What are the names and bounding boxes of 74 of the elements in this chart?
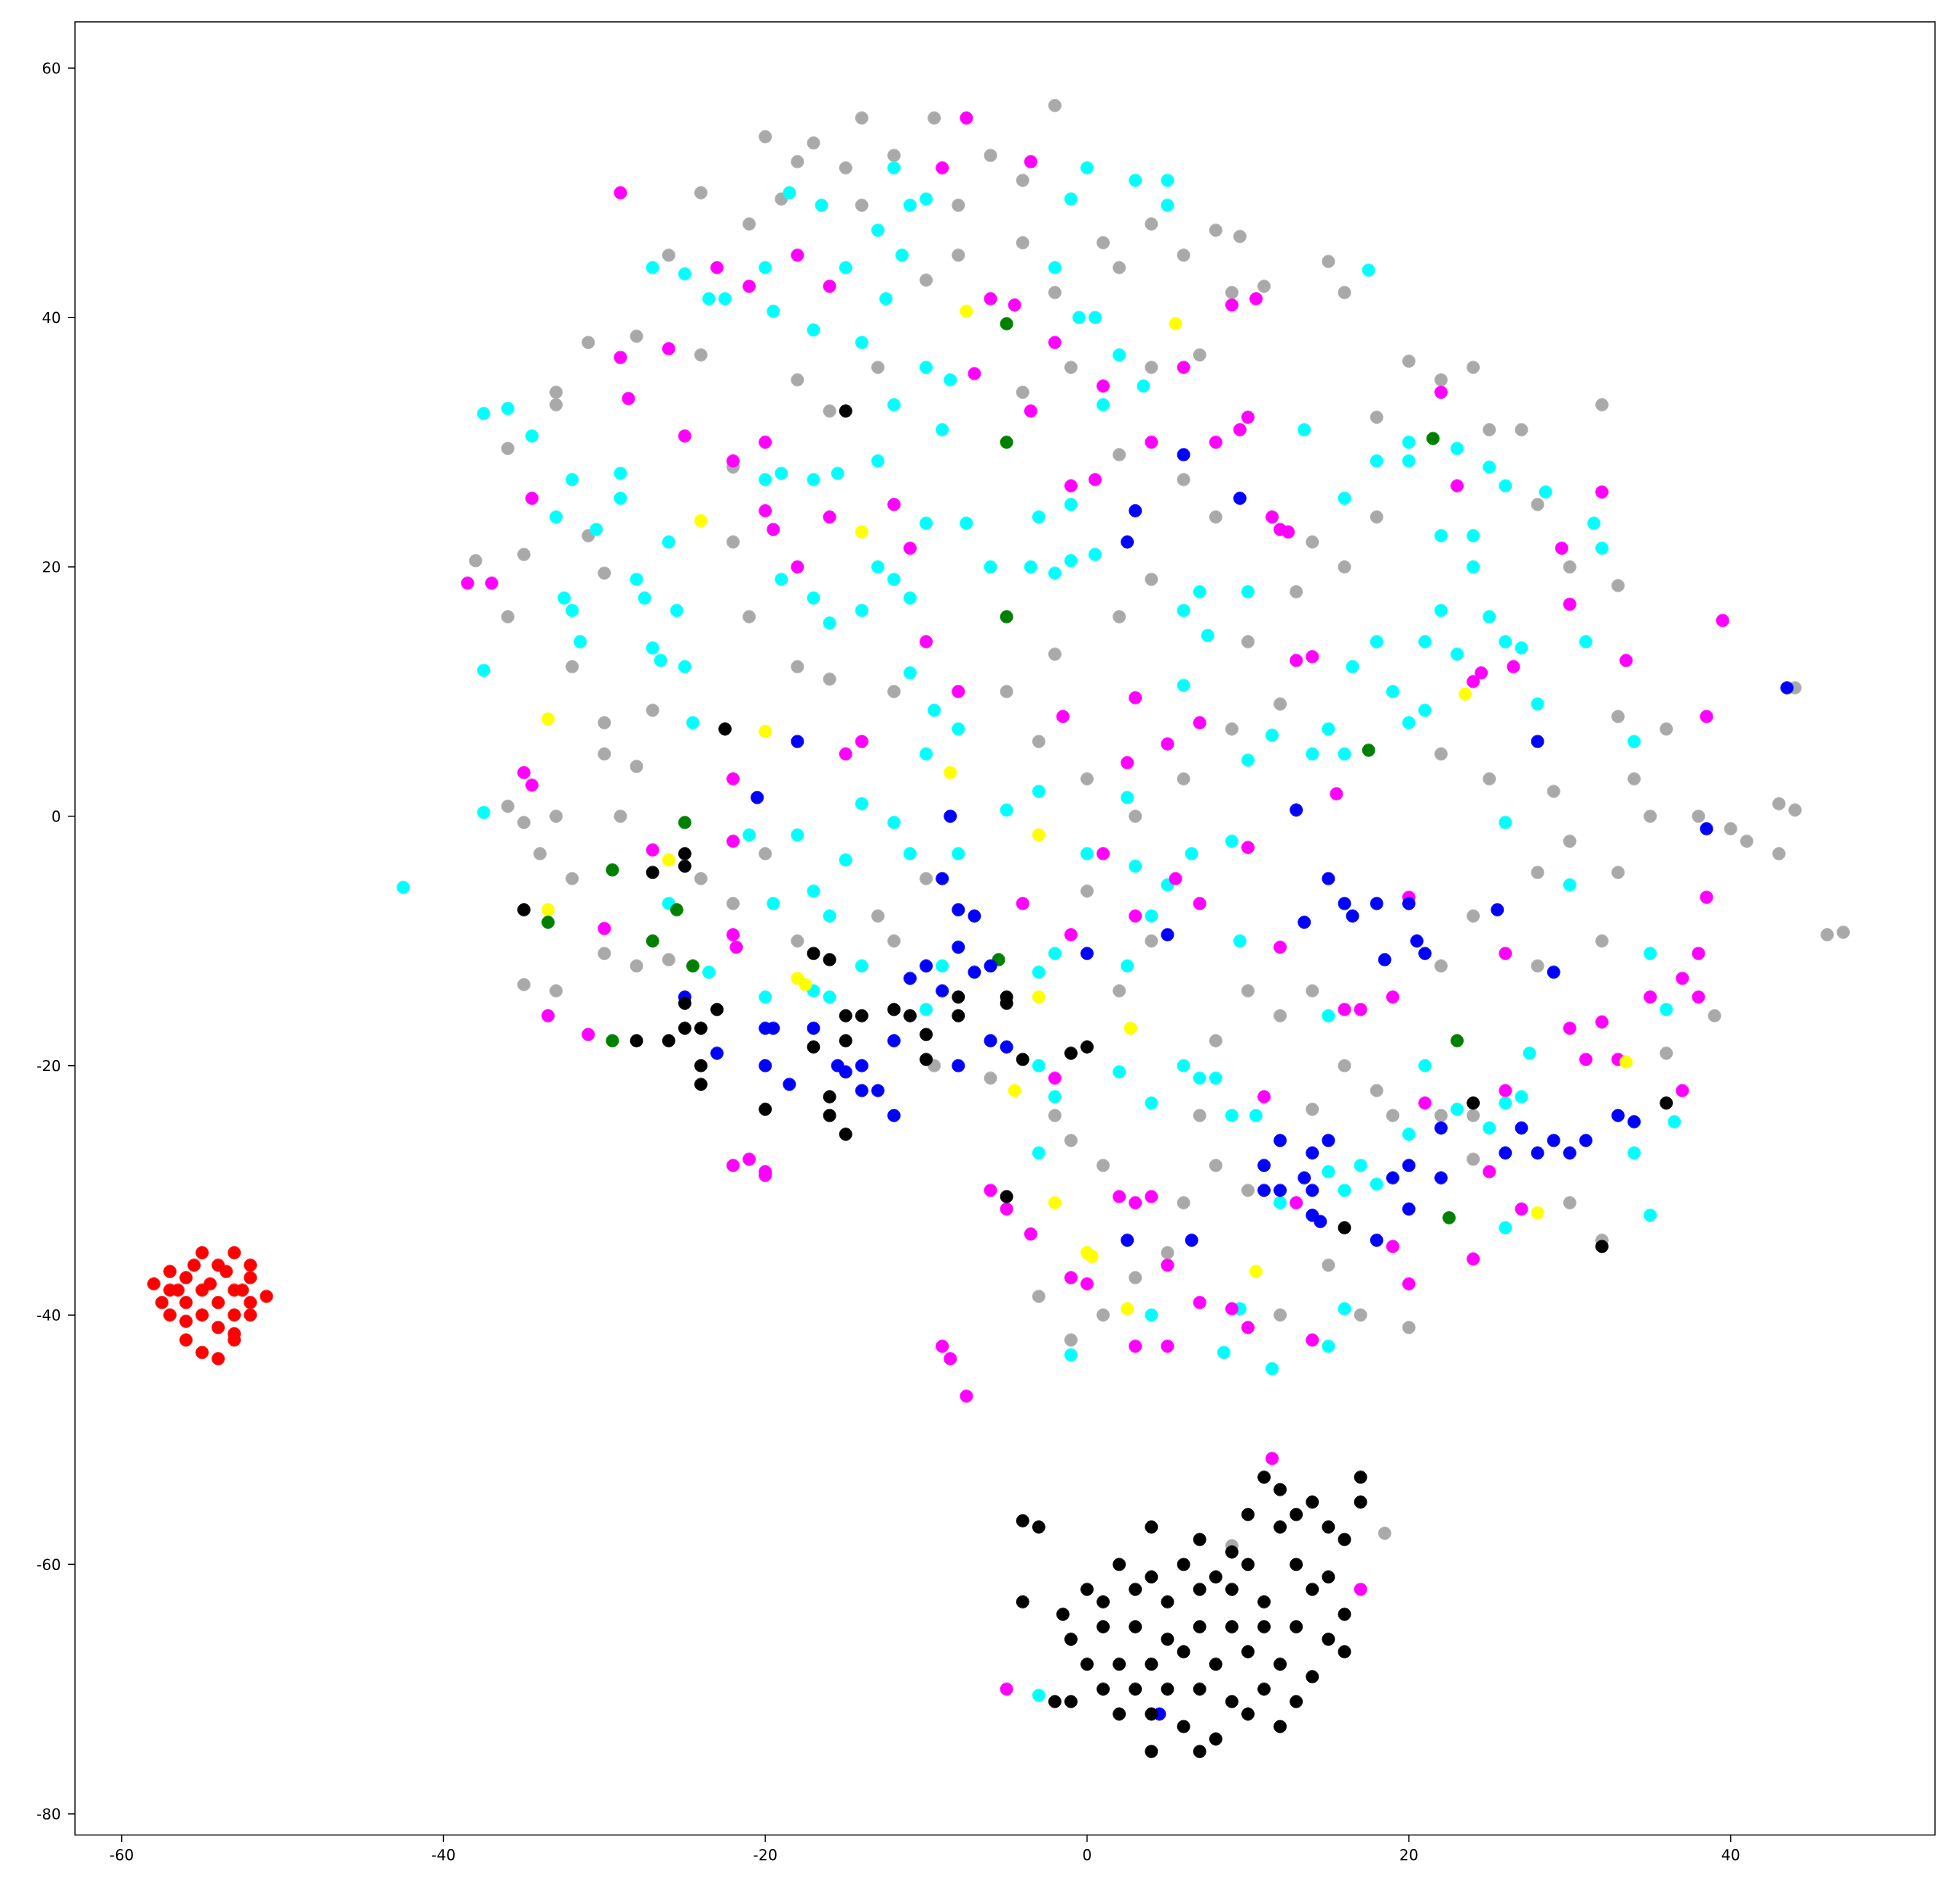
point [1085,1249,1099,1264]
x-tick-label: 0 [1083,1849,1091,1861]
point [541,915,555,929]
point [1008,1083,1022,1098]
point [943,766,957,780]
point [541,903,555,917]
point [243,1271,257,1285]
point [1000,435,1014,449]
point [798,978,813,992]
point [1120,1302,1134,1316]
point [694,514,708,528]
point [259,1289,274,1303]
point [1168,317,1183,331]
point [155,1295,169,1310]
point [1426,431,1440,446]
point [211,1295,225,1310]
point [195,1345,209,1360]
point [227,1246,241,1260]
y-tick-label: -80 [37,1808,60,1820]
point [243,1258,257,1272]
point [1450,1034,1464,1048]
point [179,1333,193,1347]
point [1530,1206,1545,1220]
point [1032,990,1046,1004]
y-tick-label: 60 [42,62,60,74]
y-tick-label: 0 [52,810,60,822]
point [1362,743,1376,757]
point [605,1034,620,1048]
point [179,1314,193,1328]
point [147,1277,161,1291]
point [646,934,660,948]
point [211,1352,225,1366]
point [1000,317,1014,331]
point [1619,1055,1633,1069]
point [219,1264,233,1278]
point [605,863,620,877]
y-tick-label: 40 [42,311,60,324]
point [678,815,692,830]
x-tick-label: 40 [1721,1849,1740,1861]
point [211,1320,225,1335]
point [959,304,973,318]
point [243,1295,257,1310]
point [670,903,684,917]
point [1249,1264,1263,1278]
point [171,1283,185,1297]
point [187,1258,201,1272]
point [541,712,555,726]
y-tick-label: -40 [37,1309,60,1321]
point [1123,1021,1138,1035]
point [227,1308,241,1322]
point [1442,1211,1456,1225]
point [179,1271,193,1285]
point [163,1308,177,1322]
y-tick-label: 20 [42,561,60,573]
point [179,1295,193,1310]
point [662,853,676,867]
x-tick-label: -60 [110,1849,133,1861]
point [203,1277,217,1291]
point [686,959,700,973]
point [163,1264,177,1278]
y-tick-label: -60 [37,1558,60,1571]
x-tick-label: 20 [1400,1849,1418,1861]
point [195,1246,209,1260]
point [1032,828,1046,842]
y-tick-label: -20 [37,1059,60,1072]
x-tick-label: -40 [431,1849,455,1861]
point [1048,1196,1062,1210]
point [243,1308,257,1322]
point [758,724,772,739]
point [1000,610,1014,624]
point [1458,687,1472,701]
point [195,1308,209,1322]
point [855,525,869,539]
x-tick-label: -20 [753,1849,777,1861]
